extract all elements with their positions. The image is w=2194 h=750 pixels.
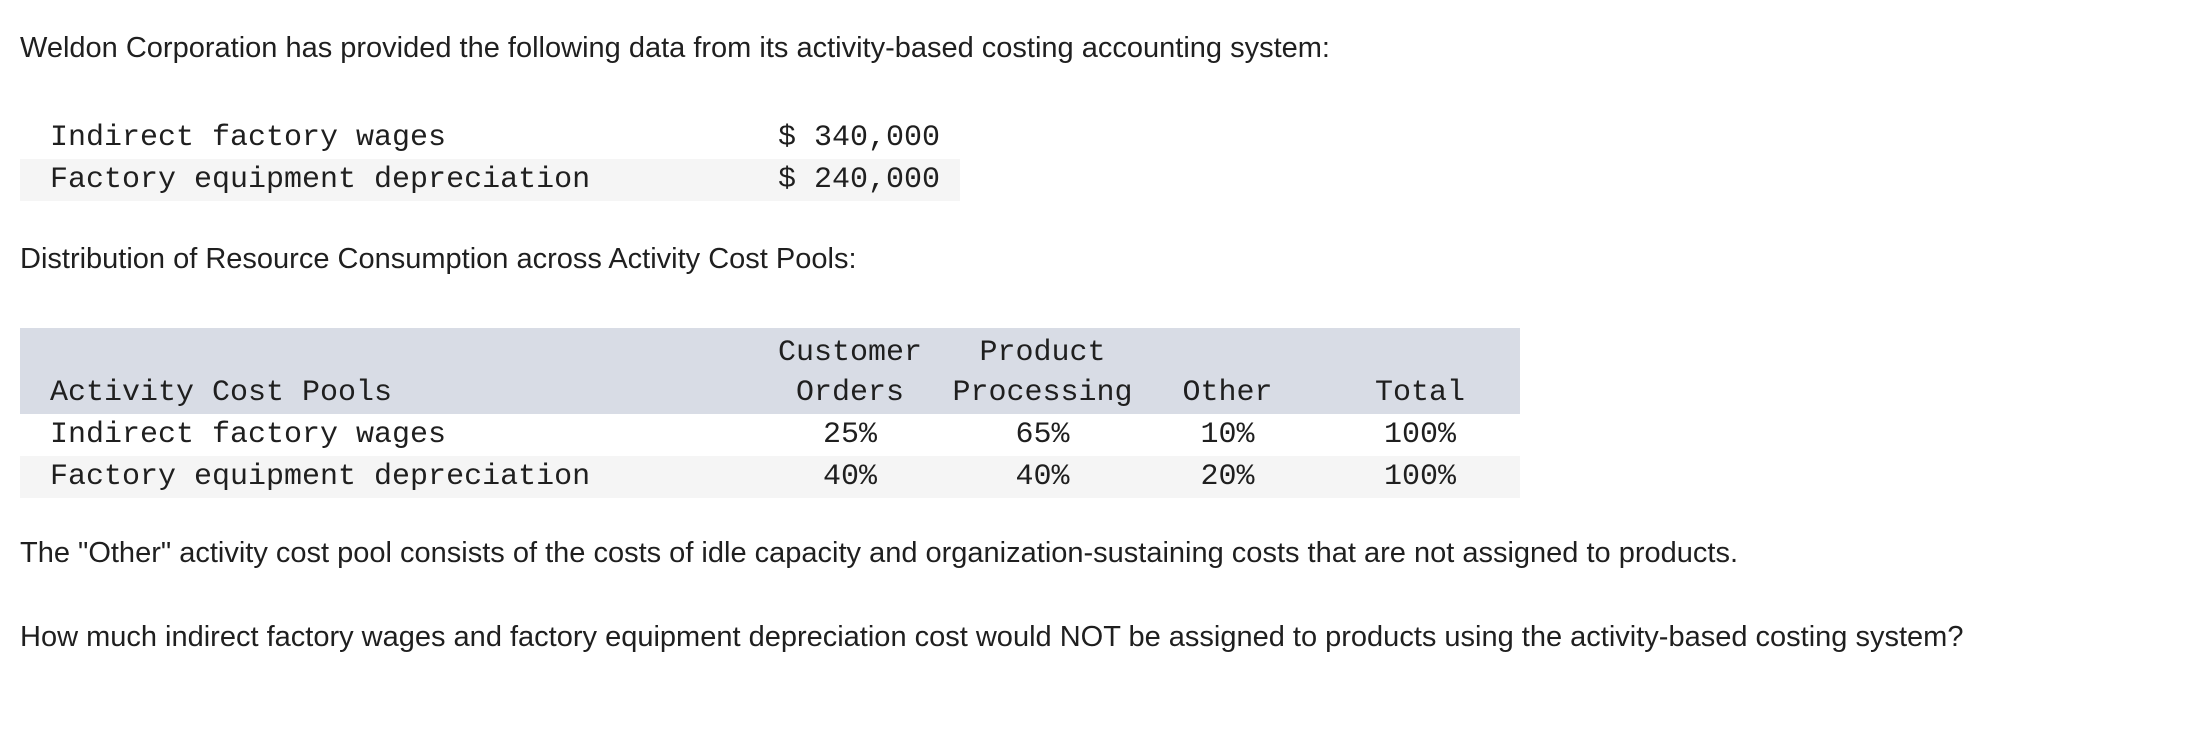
table-row: Indirect factory wages $ 340,000 — [20, 117, 960, 159]
header-cell: Orders — [795, 376, 905, 410]
resource-cost-table: Indirect factory wages $ 340,000 Factory… — [20, 117, 960, 201]
header-cell: Total — [1374, 376, 1465, 410]
cost-label: Indirect factory wages — [50, 121, 447, 155]
cell-value: 25% — [822, 418, 877, 452]
activity-cost-pool-table: Customer Product Activity Cost Pools Ord… — [20, 328, 1520, 498]
cell-value: 100% — [1383, 460, 1456, 494]
cell-value: 40% — [822, 460, 877, 494]
cell-value: 20% — [1200, 460, 1255, 494]
header-row-top: Customer Product — [20, 328, 1520, 372]
header-row-bottom: Activity Cost Pools Orders Processing Ot… — [20, 372, 1520, 414]
header-cell — [20, 328, 750, 372]
cost-amount: $ 240,000 — [777, 163, 940, 197]
question-text: How much indirect factory wages and fact… — [20, 621, 1964, 653]
distribution-title: Distribution of Resource Consumption acr… — [20, 243, 857, 275]
row-label: Indirect factory wages — [50, 418, 447, 452]
header-cell: Other — [1182, 376, 1273, 410]
header-cell: Customer — [777, 336, 923, 370]
header-cell: Activity Cost Pools — [50, 376, 393, 410]
table-row: Factory equipment depreciation $ 240,000 — [20, 159, 960, 201]
cost-amount: $ 340,000 — [777, 121, 940, 155]
table-row: Indirect factory wages 25% 65% 10% 100% — [20, 414, 1520, 456]
table-row: Factory equipment depreciation 40% 40% 2… — [20, 456, 1520, 498]
cell-value: 40% — [1015, 460, 1070, 494]
header-cell — [1135, 328, 1320, 372]
header-cell: Product — [979, 336, 1106, 370]
cost-label: Factory equipment depreciation — [50, 163, 591, 197]
intro-text: Weldon Corporation has provided the foll… — [20, 32, 1330, 64]
row-label: Factory equipment depreciation — [50, 460, 591, 494]
cell-value: 10% — [1200, 418, 1255, 452]
cell-value: 65% — [1015, 418, 1070, 452]
cell-value: 100% — [1383, 418, 1456, 452]
other-pool-note: The "Other" activity cost pool consists … — [20, 537, 1738, 569]
header-cell — [1320, 328, 1520, 372]
header-cell: Processing — [952, 376, 1133, 410]
